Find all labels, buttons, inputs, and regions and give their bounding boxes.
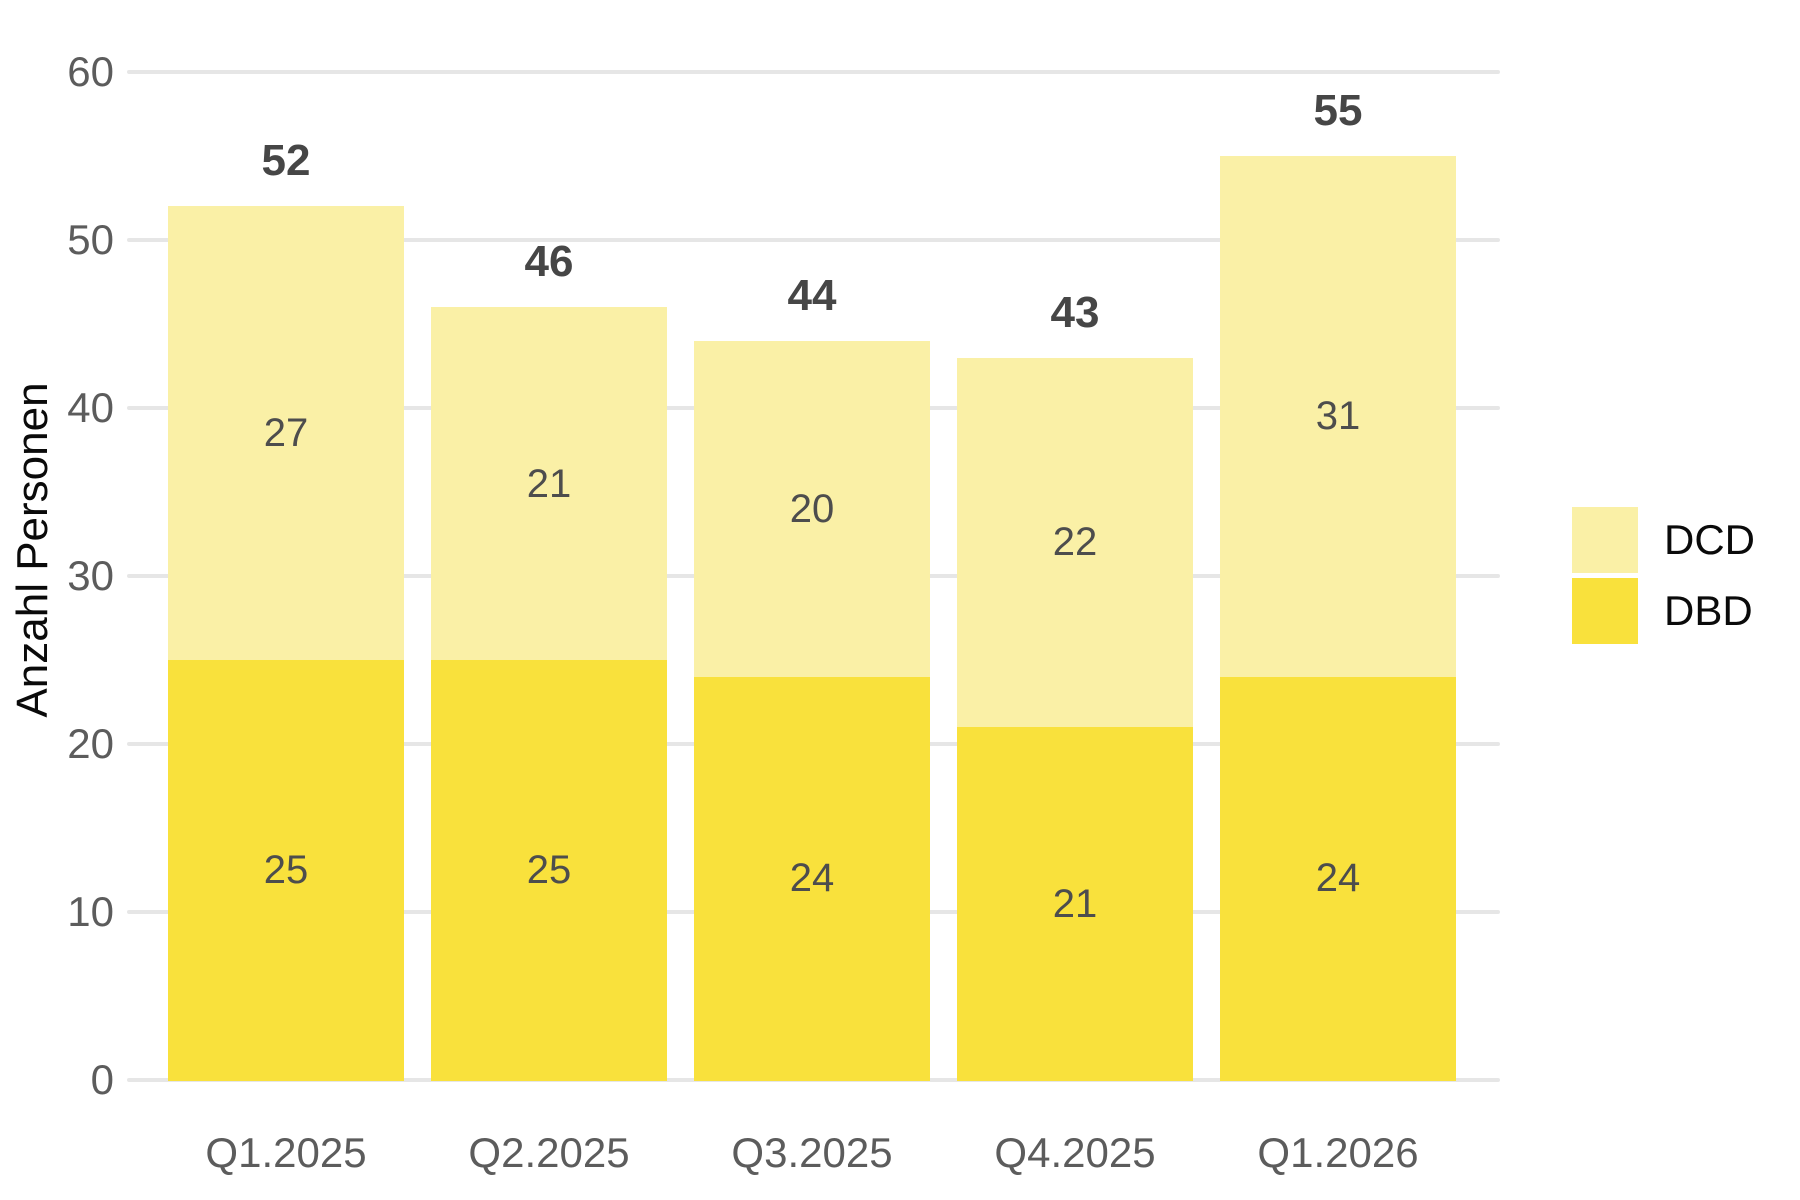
bar-segment-dcd-q4-2025: [957, 357, 1193, 728]
value-label-dcd-q1-2026: 31: [1315, 394, 1361, 439]
bar-segment-dcd-q2-2025: [431, 307, 667, 660]
bar-segment-dbd-q4-2025: [957, 727, 1193, 1081]
legend-item-dbd: DBD: [1572, 578, 1755, 644]
bar-segment-dcd-q1-2026: [1220, 156, 1456, 677]
y-tick-label-50: 50: [67, 216, 114, 263]
value-label-dcd-q1-2025: 27: [263, 411, 309, 456]
total-label-q1-2025: 52: [261, 136, 311, 186]
legend: DCD DBD: [1572, 507, 1755, 649]
y-tick-label-10: 10: [67, 888, 114, 935]
x-tick-label-q4-2025: Q4.2025: [994, 1129, 1156, 1176]
value-label-dbd-q3-2025: 24: [789, 856, 835, 901]
value-label-dbd-q2-2025: 25: [526, 848, 572, 892]
value-label-dcd-q2-2025: 21: [526, 461, 572, 506]
y-tick-label-60: 60: [67, 48, 114, 95]
total-label-q4-2025: 43: [1050, 287, 1100, 337]
total-label-q3-2025: 44: [787, 270, 837, 320]
gridline-50: [127, 238, 1500, 242]
legend-swatch-dbd: [1572, 578, 1638, 644]
bar-segment-dbd-q1-2026: [1220, 676, 1456, 1081]
legend-swatch-dcd: [1572, 507, 1638, 573]
y-tick-label-0: 0: [90, 1056, 114, 1103]
value-label-dcd-q4-2025: 22: [1052, 520, 1098, 565]
bar-segment-dbd-q2-2025: [431, 660, 667, 1081]
legend-label-dbd: DBD: [1664, 587, 1753, 634]
bar-segment-dbd-q3-2025: [694, 676, 930, 1081]
gridline-60: [127, 70, 1500, 74]
y-tick-label-30: 30: [67, 552, 114, 599]
value-label-dcd-q3-2025: 20: [789, 486, 835, 531]
legend-label-dcd: DCD: [1664, 516, 1755, 563]
x-tick-label-q1-2025: Q1.2025: [205, 1129, 367, 1176]
bar-segment-dcd-q3-2025: [694, 340, 930, 677]
y-axis-title: Anzahl Personen: [8, 382, 57, 718]
x-tick-label-q1-2026: Q1.2026: [1257, 1129, 1419, 1176]
value-label-dbd-q1-2025: 25: [263, 848, 309, 892]
bar-segment-dbd-q1-2025: [168, 660, 404, 1081]
value-label-dbd-q1-2026: 24: [1315, 856, 1361, 901]
y-tick-label-20: 20: [67, 720, 114, 767]
bar-segment-dcd-q1-2025: [168, 206, 404, 660]
legend-item-dcd: DCD: [1572, 507, 1755, 573]
total-label-q2-2025: 46: [524, 237, 574, 287]
total-label-q1-2026: 55: [1313, 86, 1363, 135]
y-tick-label-40: 40: [67, 384, 114, 431]
x-tick-label-q3-2025: Q3.2025: [731, 1129, 893, 1176]
value-label-dbd-q4-2025: 21: [1052, 881, 1098, 926]
x-tick-label-q2-2025: Q2.2025: [468, 1129, 630, 1176]
